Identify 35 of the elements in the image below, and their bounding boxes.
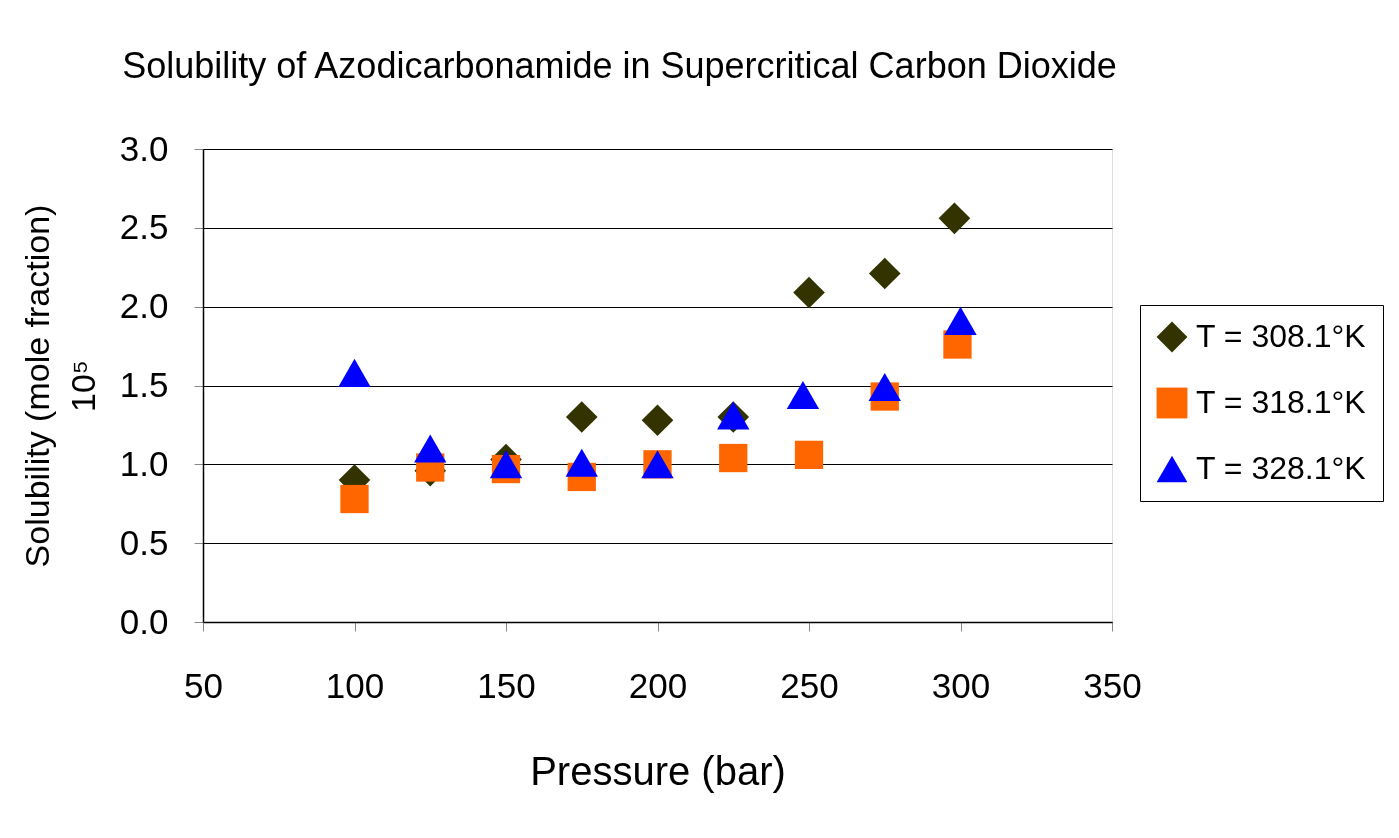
y-tick-label: 0.0	[119, 601, 169, 641]
point	[938, 202, 971, 235]
point	[414, 434, 447, 463]
point	[868, 373, 901, 402]
point	[641, 404, 674, 436]
point	[794, 440, 824, 470]
point	[868, 257, 901, 290]
y-tick-label: 0.5	[119, 522, 169, 562]
x-tick-label: 300	[931, 665, 991, 705]
chart-title: Solubility of Azodicarbonamide in Supercritical Carbon Dioxide	[122, 45, 1117, 86]
point	[786, 380, 820, 409]
legend-label: T = 328.1°K	[1196, 450, 1366, 486]
point	[338, 358, 371, 387]
point	[489, 450, 523, 479]
x-tick-label: 350	[1083, 665, 1142, 705]
x-axis-title: Pressure (bar)	[530, 748, 786, 793]
legend-label: T = 308.1°K	[1196, 318, 1366, 354]
point	[719, 443, 748, 473]
point	[340, 484, 369, 514]
y-axis-title: Solubility (mole fraction) 10⁵	[17, 204, 102, 568]
x-tick-label: 250	[780, 665, 839, 705]
y-tick-label: 1.0	[119, 443, 169, 483]
x-tick-label: 50	[184, 665, 223, 705]
y-tick-label: 3.0	[119, 128, 169, 168]
point	[565, 448, 598, 477]
x-tick-label: 100	[325, 665, 385, 705]
point	[565, 401, 598, 433]
y-tick-label: 2.5	[119, 207, 169, 247]
point	[793, 276, 825, 309]
y-tick-label: 1.5	[119, 365, 169, 404]
legend-label: T = 318.1°K	[1196, 384, 1366, 420]
x-tick-label: 200	[628, 665, 688, 705]
y-tick-label: 2.0	[119, 286, 169, 326]
x-tick-label: 150	[477, 665, 536, 705]
point	[944, 306, 977, 335]
